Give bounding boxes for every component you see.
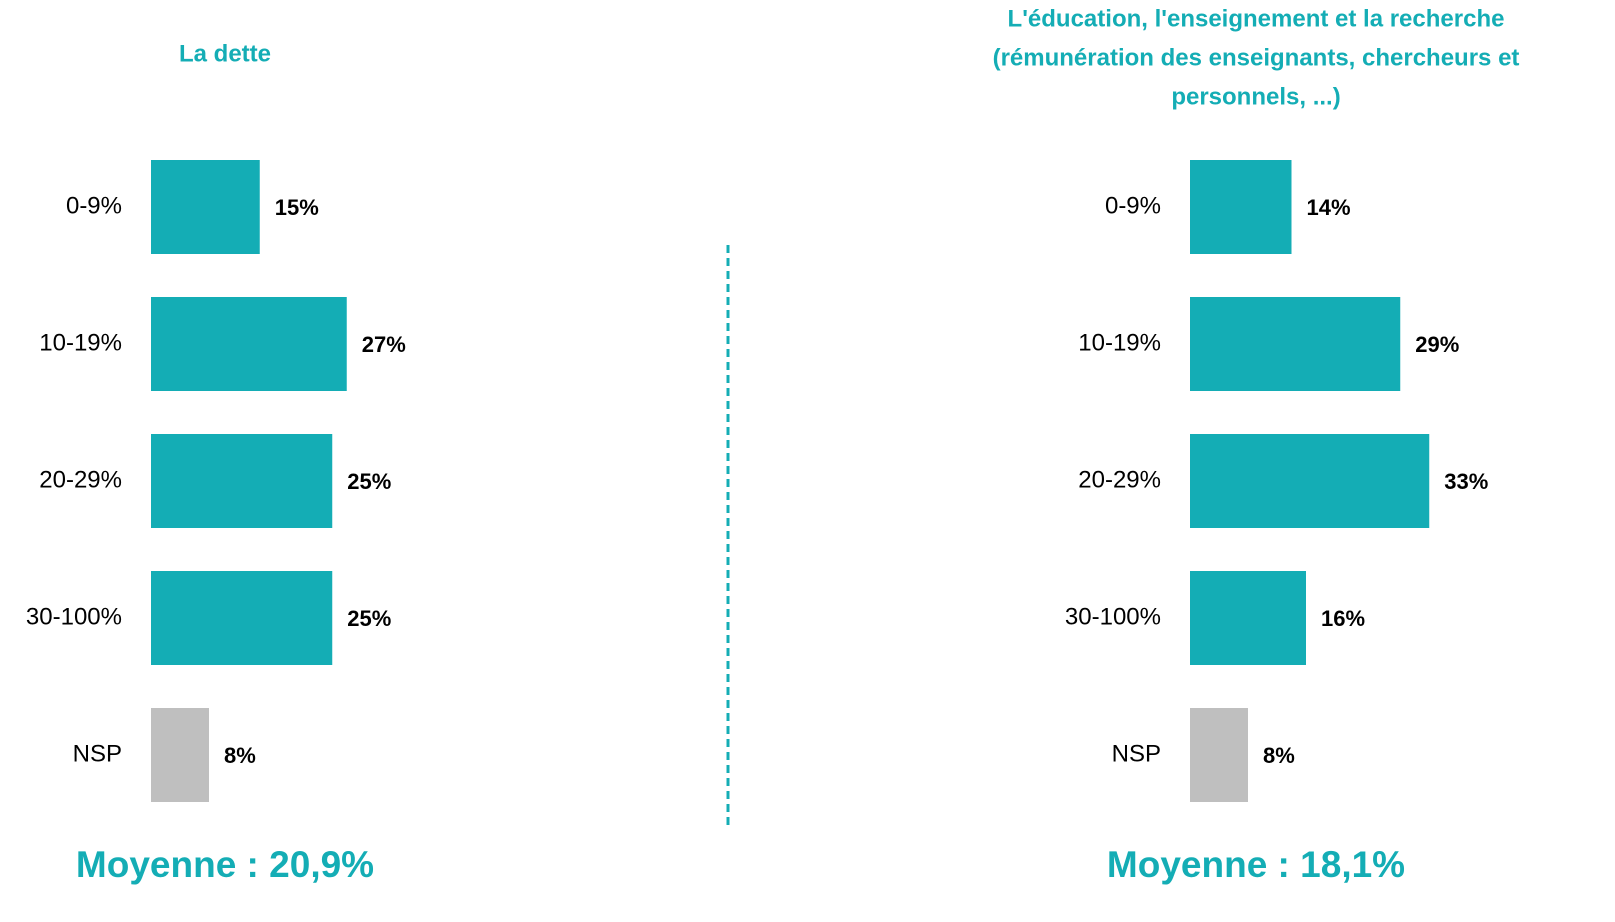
annotation: Moyenne : 18,1%	[1107, 844, 1405, 885]
bar	[151, 708, 209, 802]
value-label: 15%	[275, 195, 319, 220]
bar	[151, 571, 333, 665]
bar	[1190, 708, 1248, 802]
category-label: 10-19%	[39, 329, 122, 356]
value-label: 14%	[1307, 195, 1351, 220]
category-label: 20-29%	[1078, 466, 1161, 493]
category-label: 30-100%	[26, 603, 122, 630]
category-label: NSP	[73, 740, 122, 767]
chart-title: La dette	[179, 40, 271, 67]
bar	[151, 297, 347, 391]
value-label: 33%	[1444, 469, 1488, 494]
category-label: 30-100%	[1065, 603, 1161, 630]
category-label: 0-9%	[1105, 192, 1161, 219]
bar	[1190, 160, 1292, 254]
chart-title: personnels, ...)	[1171, 83, 1340, 110]
value-label: 8%	[224, 743, 256, 768]
bar	[151, 160, 260, 254]
category-label: 10-19%	[1078, 329, 1161, 356]
chart-title: L'éducation, l'enseignement et la recher…	[1008, 5, 1505, 32]
category-label: NSP	[1112, 740, 1161, 767]
bar	[1190, 297, 1401, 391]
bar	[1190, 571, 1306, 665]
value-label: 25%	[347, 606, 391, 631]
value-label: 8%	[1263, 743, 1295, 768]
annotation: Moyenne : 20,9%	[76, 844, 374, 885]
value-label: 29%	[1415, 332, 1459, 357]
value-label: 27%	[362, 332, 406, 357]
bar	[1190, 434, 1430, 528]
bar	[151, 434, 333, 528]
category-label: 0-9%	[66, 192, 122, 219]
category-label: 20-29%	[39, 466, 122, 493]
value-label: 16%	[1321, 606, 1365, 631]
value-label: 25%	[347, 469, 391, 494]
chart-title: (rémunération des enseignants, chercheur…	[993, 44, 1520, 71]
